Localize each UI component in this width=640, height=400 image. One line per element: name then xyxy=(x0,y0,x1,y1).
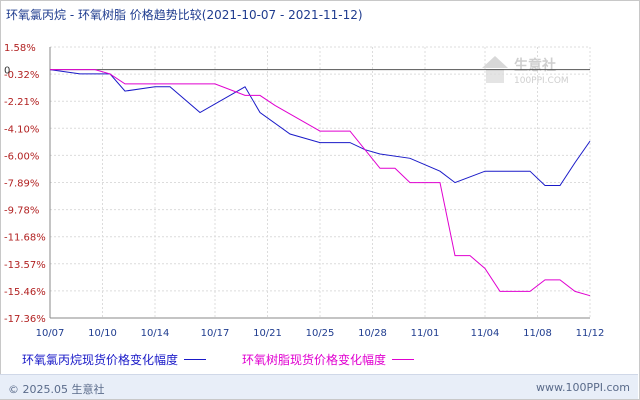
x-axis-ticks: 10/07 10/10 10/14 10/17 10/21 10/25 10/28 11/01… xyxy=(36,328,605,339)
y-axis-ticks: 1.58% -0.32% -2.21% -4.10% -6.00% -7.89% -9.78… xyxy=(4,43,46,325)
y-tick-label: -2.21% xyxy=(4,97,39,108)
zero-label: 0 xyxy=(4,66,10,77)
x-tick-label: 10/10 xyxy=(88,328,117,339)
x-tick-label: 10/17 xyxy=(201,328,230,339)
grid-lines xyxy=(49,46,591,319)
x-tick-label: 11/01 xyxy=(411,328,440,339)
watermark-name: 生意社 xyxy=(514,57,556,74)
y-tick-label: -0.32% xyxy=(4,70,39,81)
y-tick-label: -4.10% xyxy=(4,124,39,135)
series-lines xyxy=(49,69,591,297)
x-tick-label: 10/07 xyxy=(36,328,65,339)
legend-label-series-2: 环氧树脂现货价格变化幅度 xyxy=(242,353,387,367)
legend-item-series-2: 环氧树脂现货价格变化幅度 xyxy=(242,351,415,368)
watermark-logo: 生意社 100PPI.COM xyxy=(482,56,569,86)
y-tick-label: -11.68% xyxy=(4,233,46,244)
footer-bar: © 2025.05 生意社 www.100PPI.com xyxy=(0,374,638,399)
watermark-roof-shape xyxy=(482,56,508,68)
chart-legend: 环氧氯丙烷现货价格变化幅度 环氧树脂现货价格变化幅度 xyxy=(0,351,640,369)
x-tick-label: 10/25 xyxy=(306,328,335,339)
x-tick-label: 10/21 xyxy=(253,328,282,339)
y-tick-label: 1.58% xyxy=(4,43,36,54)
chart-title: 环氧氯丙烷 - 环氧树脂 价格趋势比较(2021-10-07 - 2021-11… xyxy=(6,8,363,22)
x-tick-label: 10/28 xyxy=(358,328,387,339)
y-tick-label: -17.36% xyxy=(4,314,46,325)
x-tick-label: 11/08 xyxy=(523,328,552,339)
legend-swatch-series-2 xyxy=(392,359,415,360)
y-tick-label: -15.46% xyxy=(4,287,46,298)
y-tick-label: -9.78% xyxy=(4,206,39,217)
footer-copyright: © 2025.05 生意社 xyxy=(8,383,105,396)
series-line-2 xyxy=(50,69,591,297)
watermark-house-shape xyxy=(486,69,504,83)
x-tick-label: 11/12 xyxy=(576,328,605,339)
y-tick-label: -6.00% xyxy=(4,151,39,162)
y-tick-label: -7.89% xyxy=(4,179,39,190)
legend-item-series-1: 环氧氯丙烷现货价格变化幅度 xyxy=(22,351,207,368)
x-tick-label: 10/14 xyxy=(141,328,170,339)
legend-swatch-series-1 xyxy=(184,359,207,360)
legend-label-series-1: 环氧氯丙烷现货价格变化幅度 xyxy=(22,353,179,367)
series-line-1 xyxy=(49,69,591,186)
x-tick-label: 11/04 xyxy=(471,328,500,339)
watermark-url: 100PPI.COM xyxy=(514,76,569,86)
y-tick-label: -13.57% xyxy=(4,260,46,271)
footer-site-link[interactable]: www.100PPI.com xyxy=(536,381,630,394)
